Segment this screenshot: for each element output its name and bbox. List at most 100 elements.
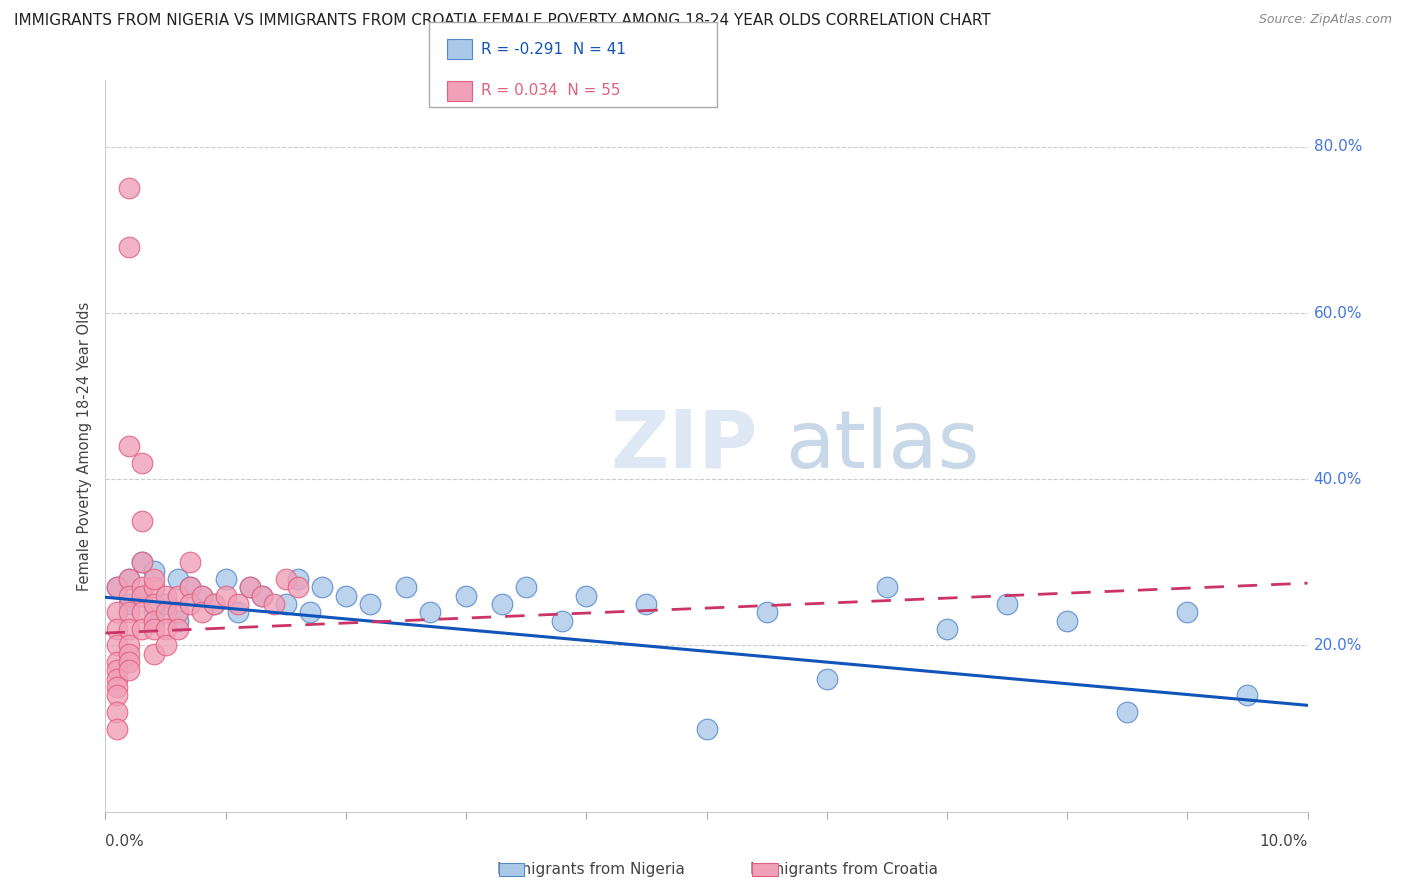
Point (166, 614, 188, 628)
Point (335, 589, 357, 603)
Point (107, 580, 129, 594)
Point (274, 597, 297, 611)
Point (815, 672, 838, 686)
Point (107, 655, 129, 669)
Point (142, 622, 165, 636)
Point (131, 456, 153, 470)
Point (118, 647, 141, 661)
Point (155, 589, 177, 603)
Y-axis label: Female Poverty Among 18-24 Year Olds: Female Poverty Among 18-24 Year Olds (77, 301, 93, 591)
Point (263, 597, 285, 611)
Point (575, 589, 598, 603)
Text: 80.0%: 80.0% (1313, 139, 1362, 154)
Point (131, 622, 153, 636)
Point (131, 555, 153, 569)
Point (142, 614, 165, 628)
Point (131, 555, 153, 569)
Point (118, 605, 141, 619)
Point (107, 580, 129, 594)
Point (1116, 705, 1139, 719)
Text: 20.0%: 20.0% (1313, 638, 1362, 653)
Point (936, 622, 959, 636)
Point (311, 580, 333, 594)
Point (131, 580, 153, 594)
Point (118, 572, 141, 586)
Point (515, 580, 537, 594)
Point (166, 589, 188, 603)
Point (118, 655, 141, 669)
Point (118, 239, 141, 253)
Text: 10.0%: 10.0% (1260, 834, 1308, 848)
Text: atlas: atlas (785, 407, 979, 485)
Point (107, 605, 129, 619)
Point (131, 605, 153, 619)
Point (107, 622, 129, 636)
Point (166, 605, 188, 619)
Point (226, 597, 249, 611)
Point (179, 580, 201, 594)
Text: Source: ZipAtlas.com: Source: ZipAtlas.com (1258, 13, 1392, 27)
Point (226, 605, 249, 619)
Point (551, 614, 574, 628)
Point (636, 597, 658, 611)
Text: 0.0%: 0.0% (105, 834, 145, 848)
Point (142, 647, 165, 661)
Point (142, 564, 165, 578)
Point (142, 580, 165, 594)
Point (166, 622, 188, 636)
Point (274, 572, 297, 586)
Point (118, 589, 141, 603)
Point (696, 722, 718, 736)
Point (214, 589, 236, 603)
Point (118, 181, 141, 195)
Point (250, 589, 273, 603)
Point (107, 705, 129, 719)
Point (755, 605, 778, 619)
Point (118, 664, 141, 678)
Point (239, 580, 262, 594)
Point (142, 605, 165, 619)
Point (239, 580, 262, 594)
Text: Immigrants from Croatia: Immigrants from Croatia (749, 863, 938, 877)
Point (166, 572, 188, 586)
Point (131, 589, 153, 603)
Point (287, 572, 309, 586)
Point (190, 589, 212, 603)
Point (107, 664, 129, 678)
Point (190, 605, 212, 619)
Text: ZIP: ZIP (610, 407, 758, 485)
Point (131, 514, 153, 528)
Point (202, 597, 225, 611)
Point (131, 589, 153, 603)
Point (107, 722, 129, 736)
Text: 40.0%: 40.0% (1313, 472, 1362, 487)
Point (298, 605, 321, 619)
Point (118, 572, 141, 586)
Point (155, 597, 177, 611)
Point (454, 589, 477, 603)
Point (179, 555, 201, 569)
Point (876, 580, 898, 594)
Point (107, 672, 129, 686)
Point (395, 580, 418, 594)
Text: 60.0%: 60.0% (1313, 306, 1362, 320)
Point (250, 589, 273, 603)
Point (107, 689, 129, 703)
Point (202, 597, 225, 611)
Text: R = -0.291  N = 41: R = -0.291 N = 41 (481, 42, 626, 56)
Point (107, 680, 129, 694)
Point (179, 580, 201, 594)
Point (995, 597, 1018, 611)
Point (287, 580, 309, 594)
Point (118, 439, 141, 453)
Point (155, 639, 177, 653)
Point (118, 597, 141, 611)
Text: Immigrants from Nigeria: Immigrants from Nigeria (496, 863, 685, 877)
Point (142, 597, 165, 611)
Point (179, 597, 201, 611)
Point (419, 605, 441, 619)
Point (107, 639, 129, 653)
Point (142, 572, 165, 586)
Point (1175, 605, 1198, 619)
Point (1236, 689, 1258, 703)
